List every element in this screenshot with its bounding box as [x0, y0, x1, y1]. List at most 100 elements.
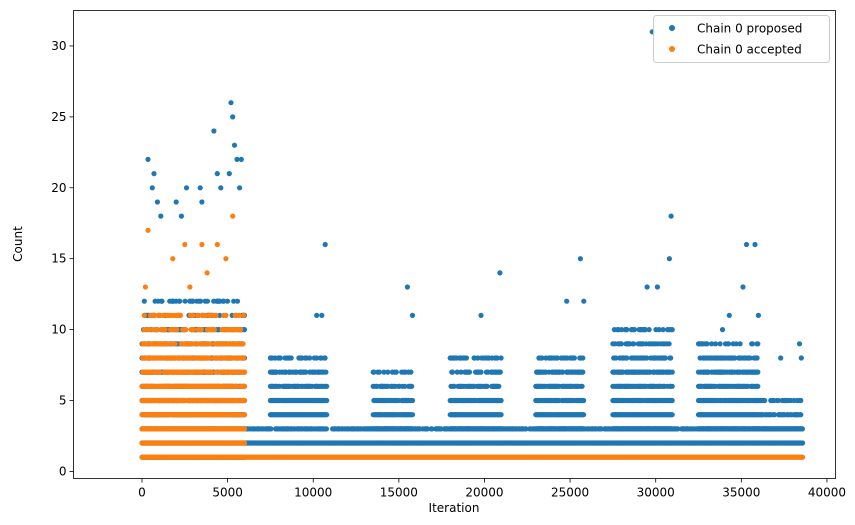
data-point [624, 327, 630, 333]
data-point [226, 171, 232, 177]
data-point [159, 298, 165, 304]
data-point [241, 440, 248, 446]
data-point [198, 298, 204, 304]
data-point [624, 355, 630, 361]
data-point [478, 369, 484, 375]
data-point [726, 312, 732, 318]
data-point [577, 256, 584, 262]
data-point [197, 185, 203, 191]
data-point [712, 341, 719, 347]
data-point [496, 383, 502, 389]
data-point [631, 341, 637, 347]
data-point [151, 171, 157, 177]
data-point [571, 355, 578, 361]
data-point [669, 327, 675, 333]
data-point [581, 298, 587, 304]
data-point [644, 284, 650, 290]
data-point [204, 298, 211, 304]
data-point [581, 426, 587, 432]
data-point [404, 284, 410, 290]
data-point [234, 298, 241, 304]
data-point [154, 199, 160, 205]
data-point [668, 213, 674, 219]
data-point [660, 327, 666, 333]
data-point [498, 412, 504, 418]
data-point [755, 312, 762, 318]
data-point [669, 383, 675, 389]
data-point [241, 412, 248, 418]
data-point [737, 341, 743, 347]
data-point [800, 440, 806, 446]
data-point [798, 355, 804, 361]
data-point [241, 383, 248, 389]
data-point [381, 369, 387, 375]
data-point [580, 369, 586, 375]
data-point [654, 284, 661, 290]
data-point [704, 341, 710, 347]
data-point [749, 341, 756, 347]
data-point [581, 397, 587, 404]
data-point [669, 426, 675, 432]
data-point [324, 397, 330, 404]
data-point [228, 100, 234, 106]
data-point [218, 185, 224, 191]
data-point [237, 185, 243, 191]
data-point [796, 341, 803, 347]
data-point [314, 312, 320, 318]
data-point [799, 426, 806, 432]
data-point [183, 185, 190, 191]
data-point [755, 341, 761, 347]
data-point [314, 355, 320, 361]
data-point [182, 298, 188, 304]
data-point [580, 355, 586, 361]
data-point [497, 369, 503, 375]
data-point [497, 270, 503, 276]
data-point [740, 284, 746, 290]
data-point [662, 355, 668, 361]
data-point [371, 369, 377, 375]
data-point [449, 369, 456, 375]
data-point [409, 383, 415, 389]
data-point [798, 397, 804, 404]
data-point [498, 397, 504, 404]
data-point [498, 426, 504, 432]
data-point [178, 213, 184, 219]
data-point [323, 426, 329, 432]
data-point [158, 213, 164, 219]
data-point [484, 383, 490, 389]
data-point [409, 412, 416, 418]
data-point [319, 312, 325, 318]
data-point [221, 298, 227, 304]
data-point [409, 312, 416, 318]
data-point [743, 241, 750, 248]
data-point [726, 341, 732, 347]
data-point [241, 327, 248, 333]
data-point [669, 397, 675, 404]
data-point [755, 383, 761, 389]
data-point [581, 412, 587, 418]
data-point [719, 327, 726, 333]
data-point [564, 298, 570, 304]
data-point [409, 397, 416, 404]
data-point [307, 355, 313, 361]
data-point [241, 426, 248, 432]
data-point [463, 355, 469, 361]
data-point [231, 298, 237, 304]
data-point [408, 369, 414, 375]
data-point [288, 355, 294, 361]
data-point [199, 199, 205, 205]
data-point [778, 355, 784, 361]
data-point [324, 383, 330, 389]
data-point [393, 369, 399, 375]
data-point [277, 355, 283, 361]
data-point [429, 426, 435, 432]
data-point [752, 241, 758, 248]
data-point [798, 412, 804, 418]
data-point [214, 171, 220, 177]
data-point [322, 355, 328, 361]
data-point [323, 369, 329, 375]
data-point [668, 355, 674, 361]
data-point [631, 327, 638, 333]
